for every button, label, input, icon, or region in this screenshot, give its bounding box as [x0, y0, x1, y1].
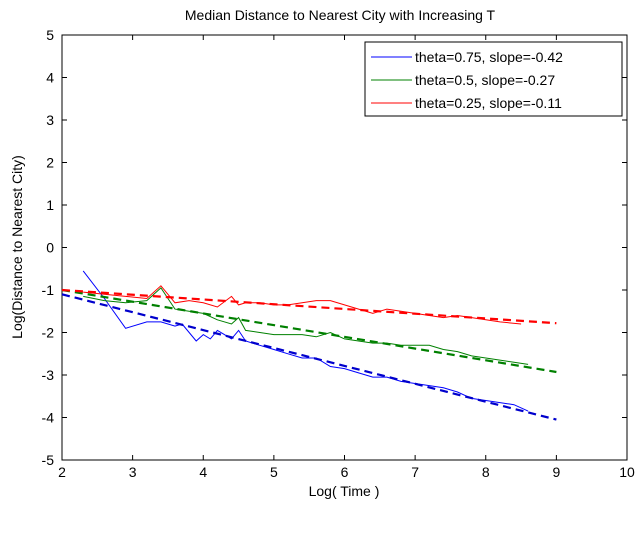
x-tick-label: 7	[411, 464, 419, 480]
y-tick-label: 0	[46, 240, 54, 256]
x-tick-label: 10	[619, 464, 635, 480]
trend-line	[61, 293, 557, 421]
y-tick-label: -3	[42, 367, 55, 383]
y-tick-label: 3	[46, 112, 54, 128]
trend-line	[61, 288, 557, 374]
y-axis-label: Log(Distance to Nearest City)	[9, 155, 25, 339]
x-tick-label: 8	[482, 464, 490, 480]
y-tick-label: -2	[42, 325, 55, 341]
legend-label: theta=0.5, slope=-0.27	[415, 72, 555, 88]
x-tick-label: 4	[199, 464, 207, 480]
y-tick-label: -5	[42, 452, 55, 468]
x-tick-label: 2	[58, 464, 66, 480]
legend-label: theta=0.75, slope=-0.42	[415, 49, 563, 65]
x-tick-label: 3	[129, 464, 137, 480]
chart-title: Median Distance to Nearest City with Inc…	[185, 7, 496, 23]
trend-line	[61, 288, 557, 325]
x-axis-label: Log( Time )	[309, 483, 380, 499]
series-layer	[61, 270, 557, 421]
legend: theta=0.75, slope=-0.42 theta=0.5, slope=…	[364, 41, 623, 117]
y-tick-label: 5	[46, 27, 54, 43]
x-tick-label: 9	[552, 464, 560, 480]
y-tick-label: 4	[46, 70, 54, 86]
y-tick-label: -1	[42, 282, 55, 298]
legend-label: theta=0.25, slope=-0.11	[415, 95, 562, 111]
y-tick-label: 2	[46, 155, 54, 171]
legend-box	[364, 41, 623, 117]
x-tick-label: 5	[270, 464, 278, 480]
x-tick-label: 6	[341, 464, 349, 480]
y-tick-label: 1	[46, 197, 54, 213]
series-line	[83, 285, 522, 325]
series-line	[83, 287, 529, 365]
y-tick-label: -4	[42, 410, 55, 426]
